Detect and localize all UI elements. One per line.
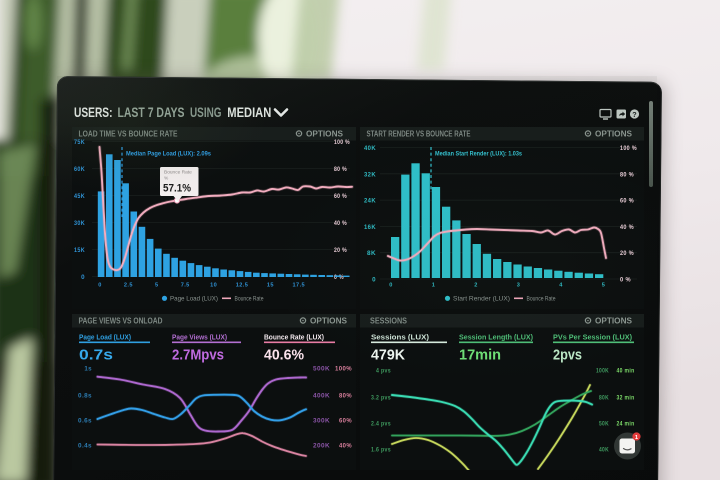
svg-text:Median Page Load (LUX): 2.09s: Median Page Load (LUX): 2.09s xyxy=(126,151,211,158)
svg-text:40 min: 40 min xyxy=(617,368,635,375)
svg-text:SESSIONS: SESSIONS xyxy=(370,317,408,326)
svg-text:3.2 pvs: 3.2 pvs xyxy=(371,395,391,402)
svg-text:10: 10 xyxy=(210,283,217,289)
svg-text:Bounce Rate: Bounce Rate xyxy=(164,170,192,176)
svg-text:0.4s: 0.4s xyxy=(78,443,92,450)
svg-text:USING: USING xyxy=(190,105,222,120)
svg-text:100 %: 100 % xyxy=(334,139,350,146)
svg-text:200K: 200K xyxy=(313,443,330,450)
svg-text:7.5: 7.5 xyxy=(181,283,190,289)
svg-text:24K: 24K xyxy=(364,198,376,205)
svg-text:60K: 60K xyxy=(74,166,85,173)
svg-text:2: 2 xyxy=(474,283,478,289)
svg-text:80K: 80K xyxy=(599,395,609,402)
svg-text:OPTIONS: OPTIONS xyxy=(595,130,633,139)
svg-text:17min: 17min xyxy=(459,348,501,364)
svg-text:0: 0 xyxy=(98,283,102,289)
svg-text:8K: 8K xyxy=(367,250,376,257)
svg-text:0: 0 xyxy=(81,274,85,281)
svg-text:100K: 100K xyxy=(596,368,609,375)
svg-text:4 pvs: 4 pvs xyxy=(376,368,391,375)
svg-text:24 min: 24 min xyxy=(617,421,635,428)
svg-text:5: 5 xyxy=(155,283,159,289)
svg-text:40 %: 40 % xyxy=(334,220,347,227)
svg-text:75K: 75K xyxy=(74,139,85,146)
svg-text:Page Views (LUX): Page Views (LUX) xyxy=(172,333,227,342)
svg-text:12.5: 12.5 xyxy=(236,283,249,289)
svg-text:0 %: 0 % xyxy=(620,277,631,284)
svg-text:40K: 40K xyxy=(364,145,376,152)
svg-text:Bounce Rate: Bounce Rate xyxy=(235,296,264,303)
svg-text:Start Render (LUX): Start Render (LUX) xyxy=(453,296,510,303)
svg-text:30K: 30K xyxy=(74,220,85,227)
svg-text:16K: 16K xyxy=(364,224,376,231)
svg-text:100 %: 100 % xyxy=(620,145,637,152)
svg-text:?: ? xyxy=(632,110,636,119)
svg-text:0.7s: 0.7s xyxy=(79,348,113,364)
svg-text:20 %: 20 % xyxy=(620,250,634,257)
svg-text:1s: 1s xyxy=(84,366,92,373)
svg-text:Sessions (LUX): Sessions (LUX) xyxy=(371,333,430,342)
svg-text:START RENDER VS BOUNCE RATE: START RENDER VS BOUNCE RATE xyxy=(367,130,472,139)
svg-text:0.6s: 0.6s xyxy=(78,418,92,425)
svg-text:Bounce Rate: Bounce Rate xyxy=(527,296,556,303)
svg-text:479K: 479K xyxy=(371,348,406,364)
svg-text:Median Start Render (LUX): 1.0: Median Start Render (LUX): 1.03s xyxy=(435,151,522,158)
svg-text:2.4 pvs: 2.4 pvs xyxy=(371,421,391,428)
svg-text:40K: 40K xyxy=(599,447,609,454)
svg-text:15: 15 xyxy=(267,283,274,289)
svg-text:15K: 15K xyxy=(74,247,85,254)
svg-text:Bounce Rate (LUX): Bounce Rate (LUX) xyxy=(264,333,324,342)
svg-text:1: 1 xyxy=(432,283,436,289)
svg-text:20 %: 20 % xyxy=(334,247,347,254)
svg-text:0 %: 0 % xyxy=(334,274,344,281)
svg-text:300K: 300K xyxy=(313,418,330,425)
svg-text:0: 0 xyxy=(372,277,376,284)
svg-text:40%: 40% xyxy=(339,443,352,450)
svg-text:17.5: 17.5 xyxy=(293,283,306,289)
svg-text:80 %: 80 % xyxy=(334,166,347,173)
svg-text:%: % xyxy=(164,176,169,182)
svg-text:Page Load (LUX): Page Load (LUX) xyxy=(79,333,131,342)
svg-text:100%: 100% xyxy=(335,366,352,373)
svg-text:OPTIONS: OPTIONS xyxy=(306,130,344,139)
svg-text:PVs Per Session (LUX): PVs Per Session (LUX) xyxy=(553,333,632,342)
svg-text:USERS:: USERS: xyxy=(74,105,113,120)
svg-text:LAST 7 DAYS: LAST 7 DAYS xyxy=(118,105,185,120)
svg-text:45K: 45K xyxy=(74,193,85,200)
svg-text:Page Load (LUX): Page Load (LUX) xyxy=(170,296,218,303)
svg-text:50K: 50K xyxy=(599,421,609,428)
svg-text:3: 3 xyxy=(517,283,521,289)
svg-text:4: 4 xyxy=(559,283,563,289)
svg-text:MEDIAN: MEDIAN xyxy=(227,105,271,120)
svg-text:5: 5 xyxy=(602,283,606,289)
svg-text:500K: 500K xyxy=(313,366,330,373)
svg-text:40 %: 40 % xyxy=(620,224,634,231)
svg-text:OPTIONS: OPTIONS xyxy=(595,317,633,326)
svg-text:80 %: 80 % xyxy=(620,171,634,178)
svg-text:1: 1 xyxy=(635,435,639,441)
svg-text:Session Length (LUX): Session Length (LUX) xyxy=(459,333,533,342)
svg-text:32K: 32K xyxy=(364,171,376,178)
svg-text:80%: 80% xyxy=(339,393,352,400)
svg-text:2.7Mpvs: 2.7Mpvs xyxy=(172,348,224,364)
svg-text:40.6%: 40.6% xyxy=(264,348,304,364)
svg-text:PAGE VIEWS VS ONLOAD: PAGE VIEWS VS ONLOAD xyxy=(79,317,163,326)
svg-text:2pvs: 2pvs xyxy=(553,348,582,364)
svg-text:0: 0 xyxy=(389,283,393,289)
svg-text:400K: 400K xyxy=(313,393,330,400)
svg-text:LOAD TIME VS BOUNCE RATE: LOAD TIME VS BOUNCE RATE xyxy=(79,130,179,139)
svg-text:60 %: 60 % xyxy=(334,193,347,200)
svg-text:57.1%: 57.1% xyxy=(163,183,191,195)
svg-text:1.6 pvs: 1.6 pvs xyxy=(371,447,391,454)
svg-text:2.5: 2.5 xyxy=(124,283,133,289)
svg-text:32 min: 32 min xyxy=(617,395,635,402)
svg-text:60 %: 60 % xyxy=(620,198,634,205)
svg-text:0.8s: 0.8s xyxy=(78,393,92,400)
svg-text:OPTIONS: OPTIONS xyxy=(310,317,348,326)
svg-text:60%: 60% xyxy=(339,418,352,425)
